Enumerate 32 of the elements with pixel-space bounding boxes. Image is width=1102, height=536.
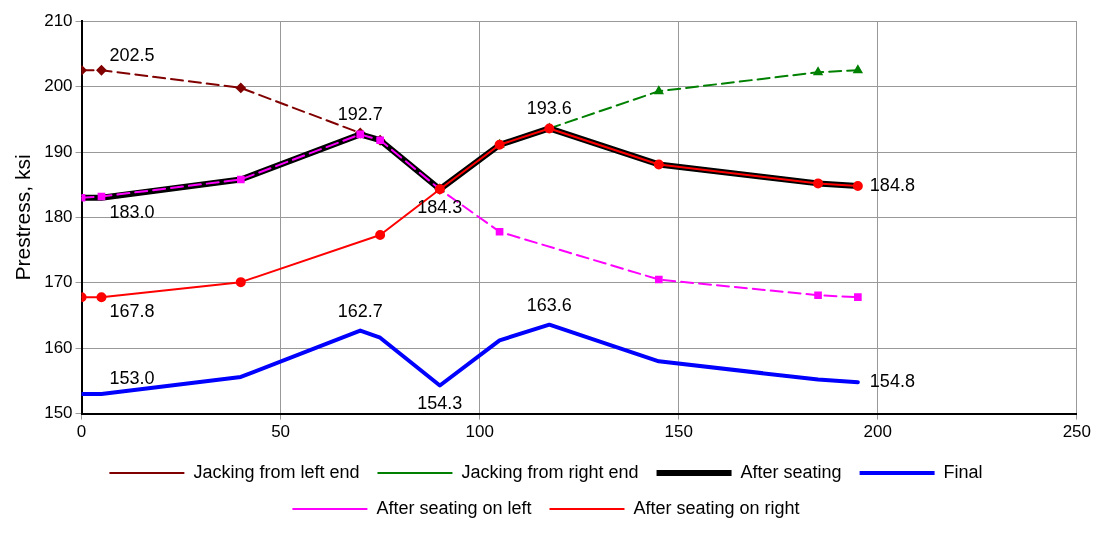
y-tick-label: 200 [44,76,73,96]
y-tick-label: 210 [44,10,73,30]
data-label: 192.7 [337,104,383,125]
data-label: 167.8 [109,301,155,322]
x-tick-label: 200 [863,422,892,442]
legend-label: After seating [740,461,842,482]
x-tick-label: 100 [465,422,494,442]
legend-label: Final [943,461,983,482]
data-label: 163.6 [526,294,572,315]
data-label: 154.8 [869,371,915,392]
x-tick-label: 250 [1062,422,1092,442]
legend-label: Jacking from left end [193,461,360,482]
x-tick-label: 50 [271,422,291,442]
legend-label: After seating on left [376,497,532,518]
y-axis-title: Prestress, ksi [11,154,35,281]
data-label: 154.3 [417,393,463,414]
y-tick-label: 160 [44,337,73,357]
data-label: 193.6 [526,98,572,119]
data-label: 202.5 [109,45,155,66]
data-label: 184.8 [869,174,915,195]
data-label: 162.7 [337,300,383,321]
data-label: 184.3 [417,197,463,218]
x-tick-label: 150 [664,422,693,442]
y-tick-label: 170 [44,272,73,292]
y-tick-label: 150 [44,403,73,423]
legend-label: After seating on right [633,497,800,518]
data-label: 153.0 [109,367,155,388]
y-tick-label: 190 [44,141,73,161]
x-tick-label: 0 [76,422,87,442]
legend-label: Jacking from right end [461,461,639,482]
y-tick-label: 180 [44,207,73,227]
data-label: 183.0 [109,201,155,222]
